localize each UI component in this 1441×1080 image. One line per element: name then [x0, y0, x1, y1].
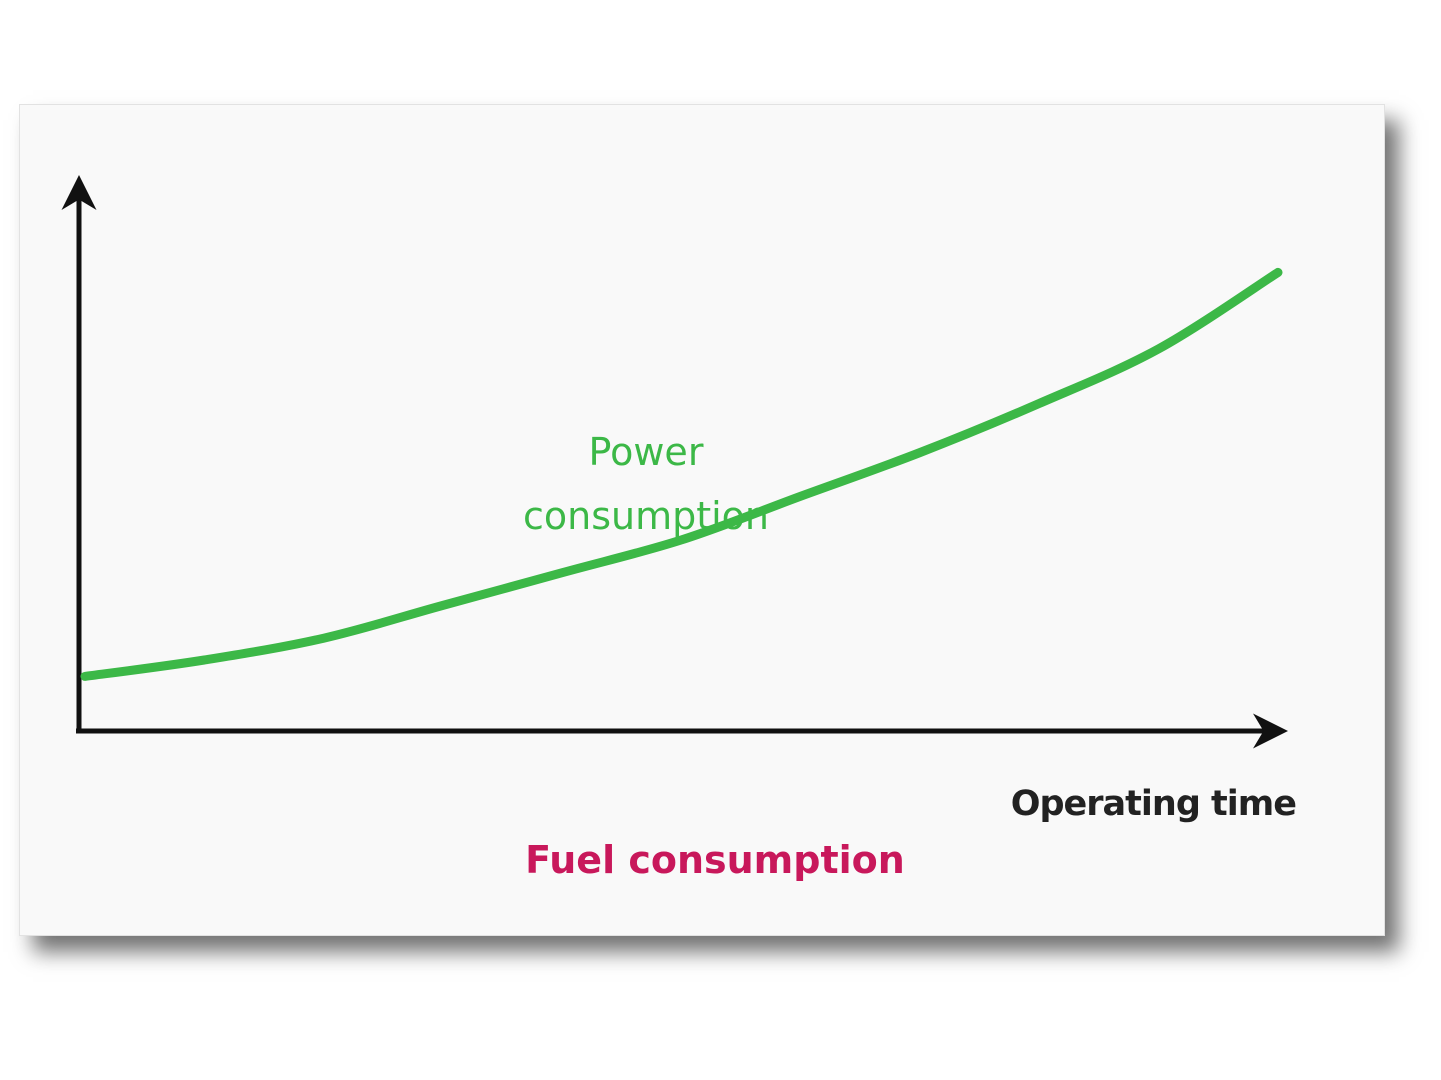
series-label-power-line2: consumption [523, 494, 769, 538]
series-layer [80, 267, 1283, 681]
x-axis-label: Operating time [1011, 784, 1297, 824]
series-line-power-consumption [80, 267, 1283, 681]
chart-title: Fuel consumption [525, 838, 905, 882]
series-label-power-line1: Power [589, 430, 704, 474]
chart-card [19, 104, 1385, 936]
